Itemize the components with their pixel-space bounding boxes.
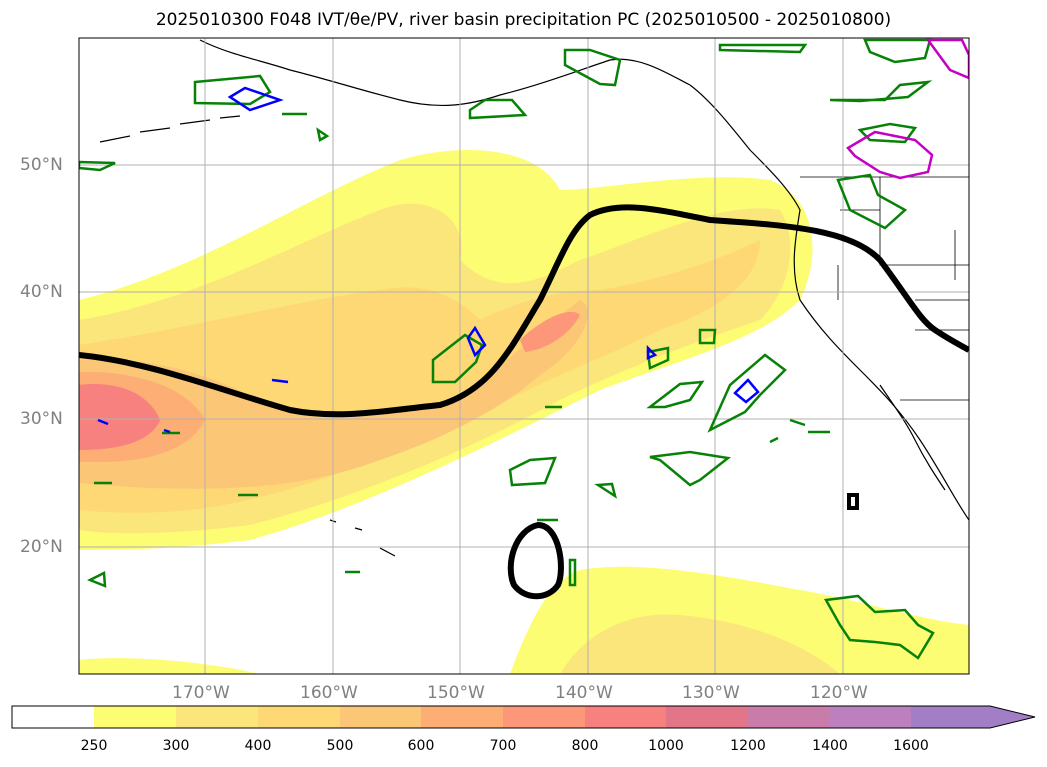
green-contour (863, 38, 932, 64)
green-contour (594, 482, 617, 499)
colorbar-tick-label: 600 (407, 738, 435, 754)
colorbar-segment (748, 706, 830, 728)
colorbar-tick-label: 250 (80, 738, 108, 754)
pv-closed-contour (507, 521, 564, 600)
blue-contours (97, 86, 760, 434)
colorbar-tick-label: 500 (326, 738, 354, 754)
lon-label-150w: 150°W (427, 683, 485, 703)
colorbar-segment (176, 706, 258, 728)
green-contour (829, 80, 933, 103)
lon-label-130w: 130°W (682, 683, 740, 703)
blue-contour (163, 428, 171, 434)
ivt-800-region (79, 384, 160, 450)
blue-contour (466, 325, 487, 358)
lon-label-160w: 160°W (300, 683, 358, 703)
green-contour (857, 122, 918, 144)
colorbar-segment (503, 706, 585, 728)
colorbar (11, 705, 1036, 729)
pv-main-line (79, 204, 969, 418)
ivt-500-region (79, 300, 588, 489)
pv-small-contour (847, 493, 859, 510)
ivt-700-region (520, 311, 580, 352)
green-contour (563, 48, 622, 87)
state-borders (837, 177, 969, 401)
aleutian-islands (99, 115, 241, 143)
colorbar-tick-label: 800 (571, 738, 599, 754)
green-precip-contours (79, 38, 935, 660)
pv-contour (79, 204, 969, 600)
lon-label-170w: 170°W (172, 683, 230, 703)
green-contour (836, 173, 908, 230)
blue-contour (97, 418, 109, 426)
colorbar-tick-label: 1400 (812, 738, 848, 754)
green-contour (769, 436, 779, 444)
lat-label-30n: 30°N (20, 409, 63, 429)
lat-label-40n: 40°N (20, 282, 63, 302)
colorbar-segment (94, 706, 176, 728)
colorbar-tick-label: 1600 (893, 738, 929, 754)
colorbar-segment (585, 706, 666, 728)
green-contour (193, 74, 272, 106)
baja-california (879, 384, 946, 491)
colorbar-tick-label: 1200 (730, 738, 766, 754)
green-contour (824, 594, 935, 660)
figure-title: 2025010300 F048 IVT/θe/PV, river basin p… (155, 10, 892, 30)
colorbar-segment (666, 706, 748, 728)
colorbar-extension (911, 706, 1035, 728)
magenta-contours (846, 38, 969, 180)
green-contour (508, 456, 557, 487)
lon-label-120w: 120°W (810, 683, 868, 703)
green-contour (718, 43, 808, 54)
blue-contour (227, 86, 284, 112)
green-contour (86, 571, 107, 588)
graticule (79, 38, 969, 674)
hawaii-islands (329, 519, 396, 557)
colorbar-segment (421, 706, 503, 728)
ivt-shading (79, 150, 969, 674)
colorbar-segment (830, 706, 911, 728)
colorbar-segment-under (12, 706, 94, 728)
lat-label-50n: 50°N (20, 155, 63, 175)
green-contour (568, 558, 577, 587)
borders (800, 176, 969, 401)
plot-frame (78, 37, 970, 675)
alaska-coastline (199, 39, 691, 107)
north-america-coastline (689, 84, 969, 521)
magenta-contour (846, 130, 934, 180)
coastlines (99, 39, 969, 557)
green-contour (316, 127, 330, 142)
blue-contour (646, 344, 658, 360)
green-contour (431, 333, 484, 384)
ivt-tropical-region-2 (560, 614, 840, 674)
green-contour (468, 98, 528, 120)
lon-label-140w: 140°W (555, 683, 613, 703)
colorbar-tick-label: 300 (162, 738, 190, 754)
green-contour (789, 418, 806, 427)
colorbar-tick-label: 1000 (648, 738, 684, 754)
green-contour (707, 353, 787, 433)
colorbar-outline (11, 705, 1036, 729)
colorbar-tick-label: 700 (489, 738, 517, 754)
colorbar-segment (258, 706, 340, 728)
blue-contour (733, 378, 760, 404)
blue-contour (271, 378, 289, 384)
magenta-contour (925, 38, 969, 80)
green-contour (698, 328, 717, 345)
green-contour (646, 346, 670, 370)
ivt-south-region (79, 658, 260, 674)
colorbar-segment (340, 706, 421, 728)
green-contour (649, 450, 732, 487)
green-contour (79, 160, 116, 172)
lat-label-20n: 20°N (20, 537, 63, 557)
green-contour (646, 380, 705, 409)
colorbar-tick-label: 400 (244, 738, 272, 754)
